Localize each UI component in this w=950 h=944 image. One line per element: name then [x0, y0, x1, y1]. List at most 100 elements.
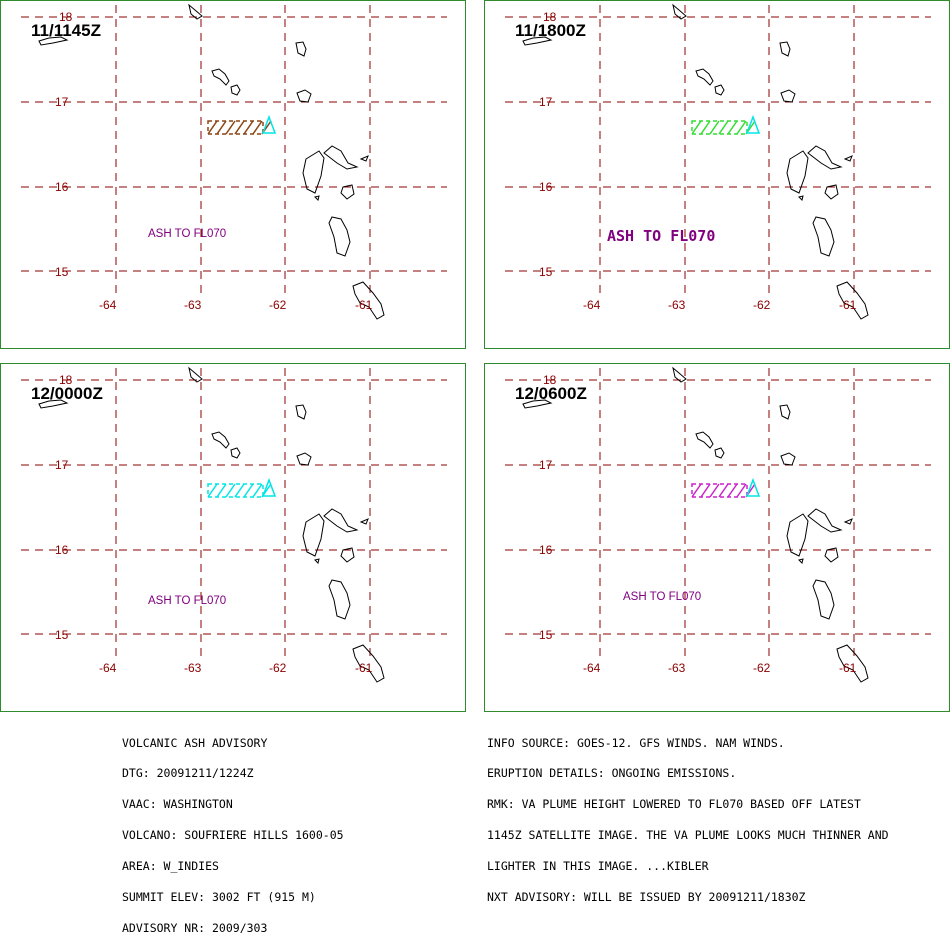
lat-label-17: 17 — [539, 458, 553, 472]
lat-label-15: 15 — [539, 628, 553, 642]
ash-label: ASH TO FL070 — [148, 228, 226, 240]
plume-hatch — [225, 120, 236, 135]
advisory-line: INFO SOURCE: GOES-12. GFS WINDS. NAM WIN… — [487, 735, 785, 750]
island-outline — [230, 447, 241, 459]
plume-hatch — [709, 120, 720, 135]
plume-hatch — [243, 120, 254, 135]
island-outline — [812, 216, 835, 257]
plume-hatch — [207, 120, 218, 135]
island-outline — [295, 41, 307, 57]
panel-time: 11/1145Z — [31, 21, 101, 40]
island-outline — [714, 447, 725, 459]
island-outlines — [38, 366, 385, 683]
lat-lon-grid — [21, 5, 447, 297]
island-outline — [807, 508, 843, 533]
lat-label-15: 15 — [55, 628, 69, 642]
lat-label-16: 16 — [55, 180, 69, 194]
island-outline — [328, 216, 351, 257]
plume-hatch — [727, 120, 738, 135]
island-outline — [807, 145, 843, 170]
island-outline — [302, 513, 325, 557]
plume-hatch — [700, 483, 711, 498]
lon-label-63: -63 — [668, 298, 686, 312]
island-outline — [188, 366, 203, 383]
island-outline — [188, 3, 203, 20]
plume-hatch — [691, 483, 702, 498]
island-outline — [230, 84, 241, 96]
lat-label-15: 15 — [55, 265, 69, 279]
island-outline — [798, 195, 804, 201]
island-outline — [359, 155, 369, 162]
map-panel-4: 12/0600Z 18 17 16 15 -64 -63 -62 -61 ASH… — [484, 363, 950, 712]
plume-hatch — [736, 483, 747, 498]
lon-label-62: -62 — [269, 661, 287, 675]
plume-hatch — [234, 120, 245, 135]
volcano-marker-icon — [745, 477, 761, 497]
plume-hatch — [709, 483, 720, 498]
lat-lon-grid — [21, 368, 447, 660]
island-outline — [522, 36, 553, 46]
lat-label-15: 15 — [539, 265, 553, 279]
island-outline — [836, 281, 869, 320]
plume-hatch — [252, 483, 263, 498]
island-outline — [352, 644, 385, 683]
island-outline — [314, 195, 320, 201]
island-outline — [296, 452, 312, 466]
island-outline — [672, 366, 687, 383]
plume-hatch — [736, 120, 747, 135]
island-outlines — [522, 3, 869, 320]
lat-label-18: 18 — [543, 373, 557, 387]
island-outline — [780, 89, 796, 103]
plume-hatch — [252, 120, 263, 135]
island-outline — [779, 41, 791, 57]
ash-plume — [691, 477, 761, 498]
island-outline — [798, 558, 804, 564]
map-panel-1: 11/1145Z 18 17 16 15 -64 -63 -62 -61 ASH… — [0, 0, 466, 349]
lon-label-62: -62 — [269, 298, 287, 312]
lat-label-17: 17 — [55, 95, 69, 109]
volcano-marker-icon — [261, 114, 277, 134]
panel-time: 12/0000Z — [31, 384, 103, 403]
island-outline — [211, 431, 230, 449]
lat-lon-grid — [505, 368, 931, 660]
island-outline — [695, 431, 714, 449]
island-outline — [314, 558, 320, 564]
map-panel-3: 12/0000Z 18 17 16 15 -64 -63 -62 -61 ASH… — [0, 363, 466, 712]
advisory-remarks-block: INFO SOURCE: GOES-12. GFS WINDS. NAM WIN… — [487, 717, 889, 913]
plume-hatch — [691, 120, 702, 135]
lon-label-61: -61 — [355, 661, 373, 675]
island-outline — [38, 399, 69, 409]
island-outlines — [522, 366, 869, 683]
plume-hatch — [718, 483, 729, 498]
island-outline — [843, 155, 853, 162]
lon-label-62: -62 — [753, 298, 771, 312]
lon-label-63: -63 — [668, 661, 686, 675]
ash-label: ASH TO FL070 — [607, 227, 715, 245]
advisory-line: RMK: VA PLUME HEIGHT LOWERED TO FL070 BA… — [487, 797, 861, 812]
island-outline — [836, 644, 869, 683]
advisory-line: NXT ADVISORY: WILL BE ISSUED BY 20091211… — [487, 890, 806, 905]
island-outline — [714, 84, 725, 96]
lon-label-61: -61 — [839, 661, 857, 675]
plume-hatch — [243, 483, 254, 498]
advisory-line: ERUPTION DETAILS: ONGOING EMISSIONS. — [487, 766, 737, 781]
island-outline — [38, 36, 69, 46]
plume-hatch — [727, 483, 738, 498]
map-canvas-2: 11/1800Z 18 17 16 15 -64 -63 -62 -61 ASH… — [505, 3, 931, 320]
island-outline — [352, 281, 385, 320]
ash-label: ASH TO FL070 — [148, 595, 226, 607]
island-outline — [779, 404, 791, 420]
island-outline — [522, 399, 553, 409]
lat-label-18: 18 — [543, 10, 557, 24]
volcano-marker-icon — [261, 477, 277, 497]
advisory-line: DTG: 20091211/1224Z — [122, 766, 254, 781]
island-outline — [323, 145, 359, 170]
plume-hatch — [225, 483, 236, 498]
plume-hatch — [718, 120, 729, 135]
lat-lon-grid — [505, 5, 931, 297]
ash-plume — [207, 477, 277, 498]
advisory-line: VAAC: WASHINGTON — [122, 797, 233, 812]
lat-label-17: 17 — [539, 95, 553, 109]
island-outline — [359, 518, 369, 525]
lon-label-64: -64 — [99, 661, 117, 675]
